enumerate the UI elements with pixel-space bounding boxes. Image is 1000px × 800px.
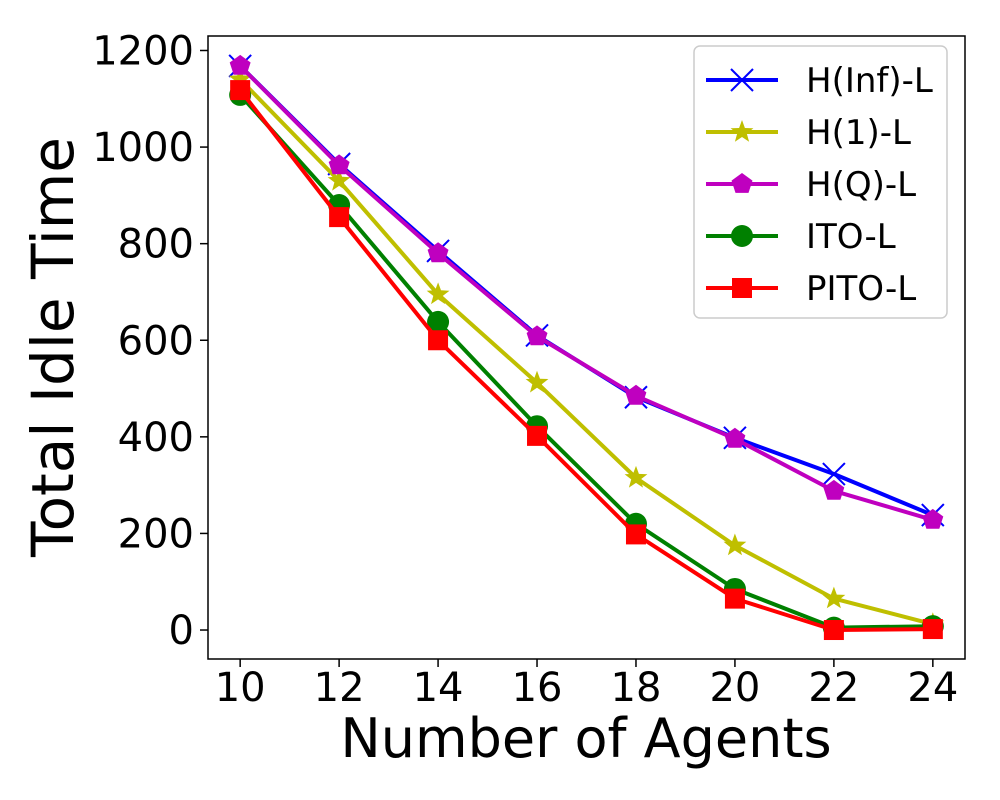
legend-marker-h-q-l <box>731 173 753 193</box>
y-tick-label: 200 <box>118 511 194 557</box>
y-axis-title: Total Idle Time <box>19 137 87 558</box>
data-point-h-1-l <box>822 586 846 609</box>
y-axis: 0 200 400 600 800 1000 1200 <box>92 28 208 654</box>
x-tick-label: 24 <box>907 665 958 711</box>
y-tick-label: 400 <box>118 415 194 461</box>
series-line-pito-l <box>238 88 933 632</box>
legend-item-h-1-l: H(1)-L <box>706 113 911 153</box>
x-tick-label: 18 <box>611 665 662 711</box>
data-point-h-q-l <box>724 427 746 448</box>
data-point-h-1-l <box>228 67 252 90</box>
data-point-pito-l <box>625 524 646 545</box>
x-tick-label: 20 <box>709 665 760 711</box>
x-tick-label: 16 <box>512 665 563 711</box>
legend-label: PITO-L <box>806 269 916 309</box>
series-line-h-1-l <box>238 78 934 627</box>
legend-marker-ito-l <box>731 225 753 247</box>
legend-item-ito-l: ITO-L <box>706 217 896 257</box>
data-point-pito-l <box>527 425 548 446</box>
legend-label: H(Inf)-L <box>806 61 933 101</box>
series-h-q-l <box>229 54 944 529</box>
data-point-h-q-l <box>328 154 350 175</box>
data-point-h-1-l <box>624 465 648 488</box>
data-point-pito-l <box>428 330 449 351</box>
legend-item-h-inf-l: H(Inf)-L <box>706 61 933 101</box>
data-point-h-1-l <box>426 282 450 305</box>
data-point-h-q-l <box>229 54 251 75</box>
x-tick-label: 22 <box>808 665 859 711</box>
x-axis-title: Number of Agents <box>340 707 831 770</box>
legend-marker-pito-l <box>732 278 752 298</box>
data-point-h-1-l <box>525 370 549 393</box>
y-tick-label: 600 <box>118 318 194 364</box>
data-point-pito-l <box>230 80 251 101</box>
legend-label: ITO-L <box>806 217 896 257</box>
x-axis: 10 12 14 16 18 20 22 24 <box>215 659 958 711</box>
data-point-pito-l <box>823 620 844 641</box>
series-layer <box>228 54 945 641</box>
plot-frame <box>207 35 966 660</box>
x-tick-label: 10 <box>215 665 266 711</box>
y-tick-label: 800 <box>118 222 194 268</box>
y-tick-label: 1200 <box>92 28 194 74</box>
legend-item-h-q-l: H(Q)-L <box>706 165 916 205</box>
legend-item-pito-l: PITO-L <box>706 269 916 309</box>
x-tick-label: 12 <box>314 665 365 711</box>
data-point-pito-l <box>922 619 943 640</box>
legend: H(Inf)-L H(1)-L H(Q)-L ITO-L PITO-L <box>693 45 948 319</box>
data-point-h-1-l <box>327 168 351 191</box>
data-point-h-q-l <box>922 508 944 529</box>
x-tick-label: 14 <box>413 665 464 711</box>
data-point-h-1-l <box>723 533 747 556</box>
legend-box <box>693 45 948 319</box>
data-point-pito-l <box>724 588 745 609</box>
legend-label: H(Q)-L <box>806 165 916 205</box>
y-tick-label: 0 <box>169 608 194 654</box>
legend-marker-h-inf-l <box>730 68 754 92</box>
data-point-h-q-l <box>427 242 449 263</box>
y-tick-label: 1000 <box>92 125 194 171</box>
legend-label: H(1)-L <box>806 113 911 153</box>
legend-marker-h-1-l <box>730 120 754 142</box>
data-point-ito-l <box>427 310 450 333</box>
series-pito-l <box>230 80 943 641</box>
data-point-h-inf-l <box>822 462 846 486</box>
data-point-h-q-l <box>526 325 548 346</box>
data-point-h-q-l <box>823 479 845 500</box>
data-point-h-q-l <box>625 384 647 405</box>
series-line-h-q-l <box>238 64 934 522</box>
series-line-ito-l <box>238 93 933 630</box>
data-point-pito-l <box>329 207 350 228</box>
